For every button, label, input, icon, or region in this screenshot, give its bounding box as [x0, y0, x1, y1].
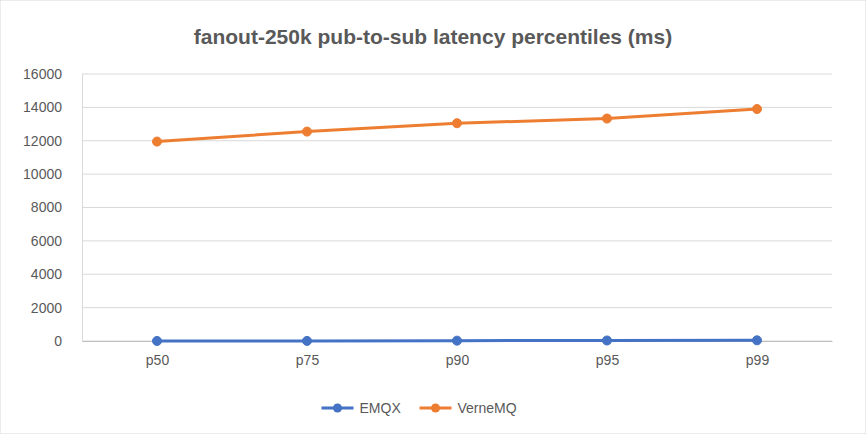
x-tick-label: p75 [296, 352, 320, 368]
series-marker [152, 137, 161, 146]
grid-line [82, 174, 832, 175]
series-marker [152, 336, 161, 345]
x-tick-label: p50 [146, 352, 170, 368]
series-marker [602, 114, 611, 123]
x-tick-label: p90 [446, 352, 470, 368]
grid-line [82, 274, 832, 275]
series-marker [752, 336, 761, 345]
background [0, 0, 866, 434]
y-tick-label: 10000 [23, 166, 62, 182]
y-axis-line [82, 75, 83, 342]
legend-item: EMQX [322, 400, 402, 416]
y-tick-label: 8000 [31, 199, 62, 215]
grid-line [82, 307, 832, 308]
y-tick-label: 16000 [23, 66, 62, 82]
chart: fanout-250k pub-to-sub latency percentil… [0, 0, 866, 434]
legend: EMQX VerneMQ [322, 400, 517, 416]
grid-line [82, 107, 832, 108]
legend-marker [431, 403, 440, 412]
legend-label: EMQX [360, 400, 402, 416]
series-marker [302, 127, 311, 136]
x-tick-label: p99 [746, 352, 770, 368]
legend-marker [333, 403, 342, 412]
y-tick: 2000 [31, 300, 82, 316]
series-marker [452, 119, 461, 128]
series-line [157, 109, 757, 142]
y-tick: 4000 [31, 266, 82, 282]
y-tick: 14000 [23, 99, 82, 115]
title: fanout-250k pub-to-sub latency percentil… [194, 25, 672, 48]
grid-line [82, 207, 832, 208]
series-marker [302, 336, 311, 345]
legend-label: VerneMQ [458, 400, 517, 416]
legend-item: VerneMQ [420, 400, 517, 416]
y-tick-label: 12000 [23, 133, 62, 149]
y-tick-label: 4000 [31, 266, 62, 282]
y-tick-label: 14000 [23, 99, 62, 115]
plot-area [152, 105, 761, 346]
y-tick-label: 6000 [31, 233, 62, 249]
grid-line [82, 240, 832, 241]
x-tick-label: p95 [596, 352, 620, 368]
y-tick-label: 0 [54, 333, 62, 349]
series-marker [752, 105, 761, 114]
series-marker [452, 336, 461, 345]
grid [82, 74, 832, 341]
y-tick: 6000 [31, 233, 82, 249]
y-tick: 8000 [31, 199, 82, 215]
y-tick: 16000 [23, 66, 82, 82]
series-marker [602, 336, 611, 345]
grid-line [82, 74, 832, 75]
y-tick: 10000 [23, 166, 82, 182]
y-axis: 0 2000 4000 6000 8000 10000 12000 14000 16000 [23, 66, 82, 349]
y-tick: 12000 [23, 133, 82, 149]
y-tick: 0 [54, 333, 82, 349]
y-tick-label: 2000 [31, 300, 62, 316]
